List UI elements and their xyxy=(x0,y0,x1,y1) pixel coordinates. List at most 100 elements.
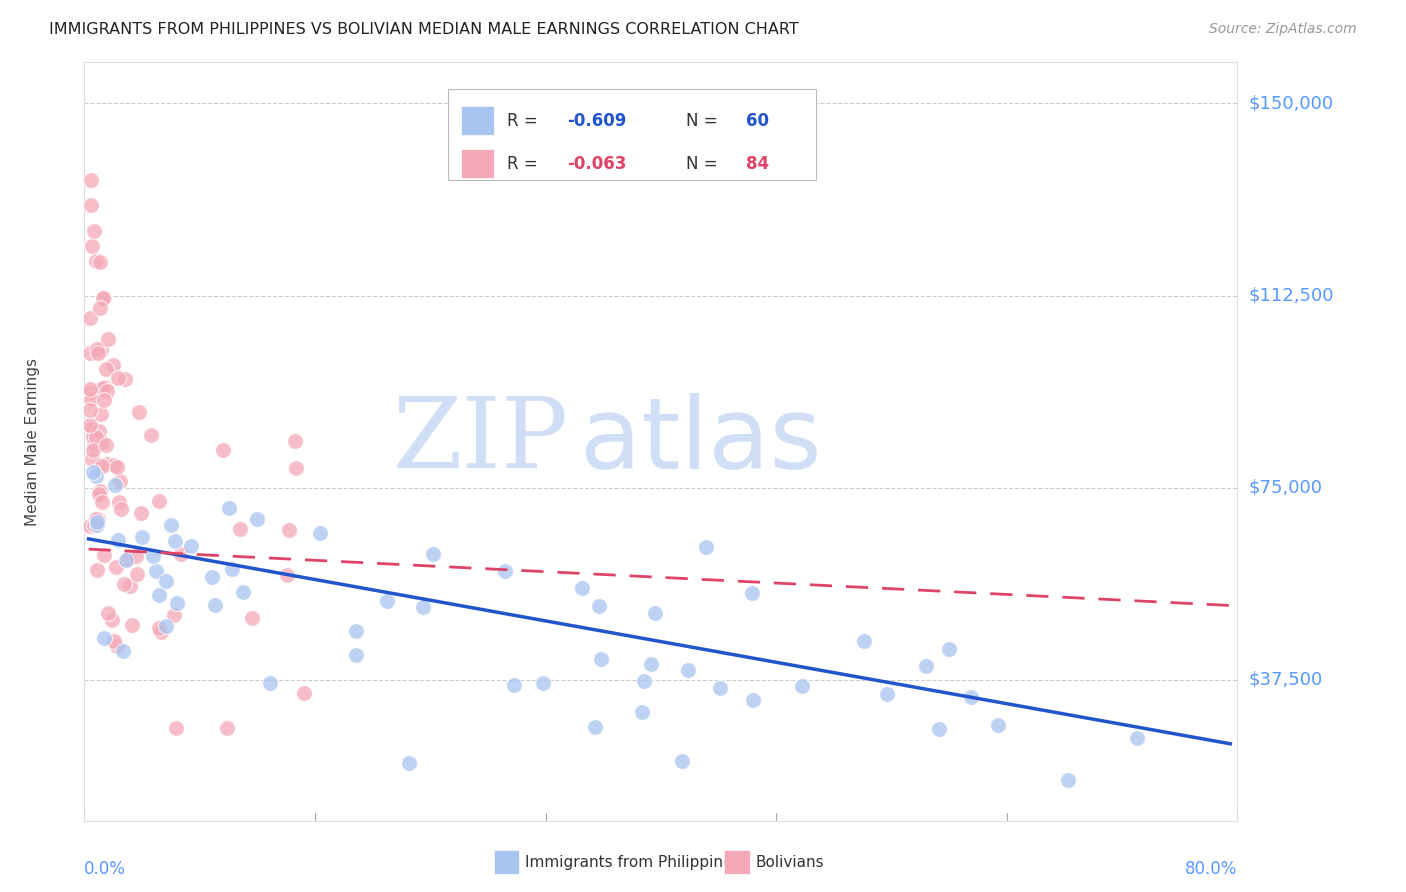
FancyBboxPatch shape xyxy=(461,149,494,178)
Point xyxy=(232,584,254,599)
Point xyxy=(91,434,114,449)
Point xyxy=(79,346,101,360)
Text: ZIP: ZIP xyxy=(392,393,568,490)
Point xyxy=(82,238,104,252)
Point xyxy=(259,676,281,690)
Point xyxy=(148,621,170,635)
Point xyxy=(93,291,115,305)
Point xyxy=(103,633,125,648)
Point xyxy=(630,706,652,720)
Point xyxy=(97,606,120,620)
Point xyxy=(80,385,103,400)
Point xyxy=(852,634,875,648)
Point xyxy=(86,346,108,360)
Point xyxy=(150,625,173,640)
Point xyxy=(86,430,108,444)
Point xyxy=(107,370,129,384)
Point xyxy=(502,678,524,692)
Point xyxy=(84,512,107,526)
Point xyxy=(79,382,101,396)
Point xyxy=(125,549,148,563)
Point xyxy=(79,392,101,406)
Point xyxy=(91,291,114,305)
Point xyxy=(284,460,307,475)
Point xyxy=(89,382,111,396)
Text: 60: 60 xyxy=(747,112,769,130)
Text: $75,000: $75,000 xyxy=(1249,479,1323,497)
Point xyxy=(96,458,118,472)
Point xyxy=(221,562,243,576)
Point xyxy=(118,579,141,593)
Point xyxy=(571,581,593,595)
Point xyxy=(246,512,269,526)
Point xyxy=(86,563,108,577)
Point xyxy=(79,198,101,212)
Point xyxy=(90,343,112,358)
Point xyxy=(82,442,104,457)
Point xyxy=(82,430,104,444)
Point xyxy=(89,425,111,439)
Text: IMMIGRANTS FROM PHILIPPINES VS BOLIVIAN MEDIAN MALE EARNINGS CORRELATION CHART: IMMIGRANTS FROM PHILIPPINES VS BOLIVIAN … xyxy=(49,22,799,37)
Point xyxy=(90,495,112,509)
Point xyxy=(139,428,162,442)
Point xyxy=(671,754,693,768)
Text: $150,000: $150,000 xyxy=(1249,95,1333,112)
Text: $37,500: $37,500 xyxy=(1249,671,1323,689)
FancyBboxPatch shape xyxy=(724,850,749,874)
Point xyxy=(959,690,981,705)
Point xyxy=(83,518,105,533)
Point xyxy=(163,608,186,623)
Point xyxy=(240,611,263,625)
Point xyxy=(89,301,111,315)
Text: 84: 84 xyxy=(747,154,769,172)
Point xyxy=(201,570,224,584)
Point xyxy=(583,720,606,734)
Point xyxy=(90,408,112,422)
Point xyxy=(640,657,662,672)
Point xyxy=(93,631,115,645)
Point xyxy=(115,553,138,567)
Point xyxy=(114,372,136,386)
Point xyxy=(101,358,124,372)
Point xyxy=(110,474,132,488)
Text: Immigrants from Philippines: Immigrants from Philippines xyxy=(524,855,741,870)
Point xyxy=(741,586,763,600)
Point xyxy=(83,223,105,237)
Point xyxy=(166,597,188,611)
Point xyxy=(165,722,187,736)
Point xyxy=(742,693,765,707)
Point xyxy=(93,548,115,562)
Point xyxy=(292,685,315,699)
Point xyxy=(121,618,143,632)
Point xyxy=(86,512,108,526)
Point xyxy=(155,574,177,589)
Point xyxy=(89,254,111,268)
Point xyxy=(129,506,152,520)
Text: -0.063: -0.063 xyxy=(568,154,627,172)
Point xyxy=(82,465,104,479)
Point xyxy=(86,517,108,532)
Point xyxy=(398,756,420,771)
Point xyxy=(112,644,135,658)
Text: Source: ZipAtlas.com: Source: ZipAtlas.com xyxy=(1209,22,1357,37)
Text: 80.0%: 80.0% xyxy=(1185,860,1237,878)
Point xyxy=(278,523,301,537)
Point xyxy=(128,405,150,419)
Point xyxy=(180,539,202,553)
Point xyxy=(142,549,165,563)
Point xyxy=(204,599,226,613)
Point xyxy=(96,384,118,398)
Point xyxy=(83,438,105,452)
Point xyxy=(790,679,813,693)
Point xyxy=(412,599,434,614)
Point xyxy=(160,518,183,533)
Point xyxy=(217,722,239,736)
Point xyxy=(91,381,114,395)
Point xyxy=(79,518,101,533)
Point xyxy=(276,568,298,582)
Point xyxy=(633,674,655,689)
Text: atlas: atlas xyxy=(581,393,821,490)
Point xyxy=(96,438,118,452)
FancyBboxPatch shape xyxy=(447,89,817,180)
Point xyxy=(94,361,117,376)
